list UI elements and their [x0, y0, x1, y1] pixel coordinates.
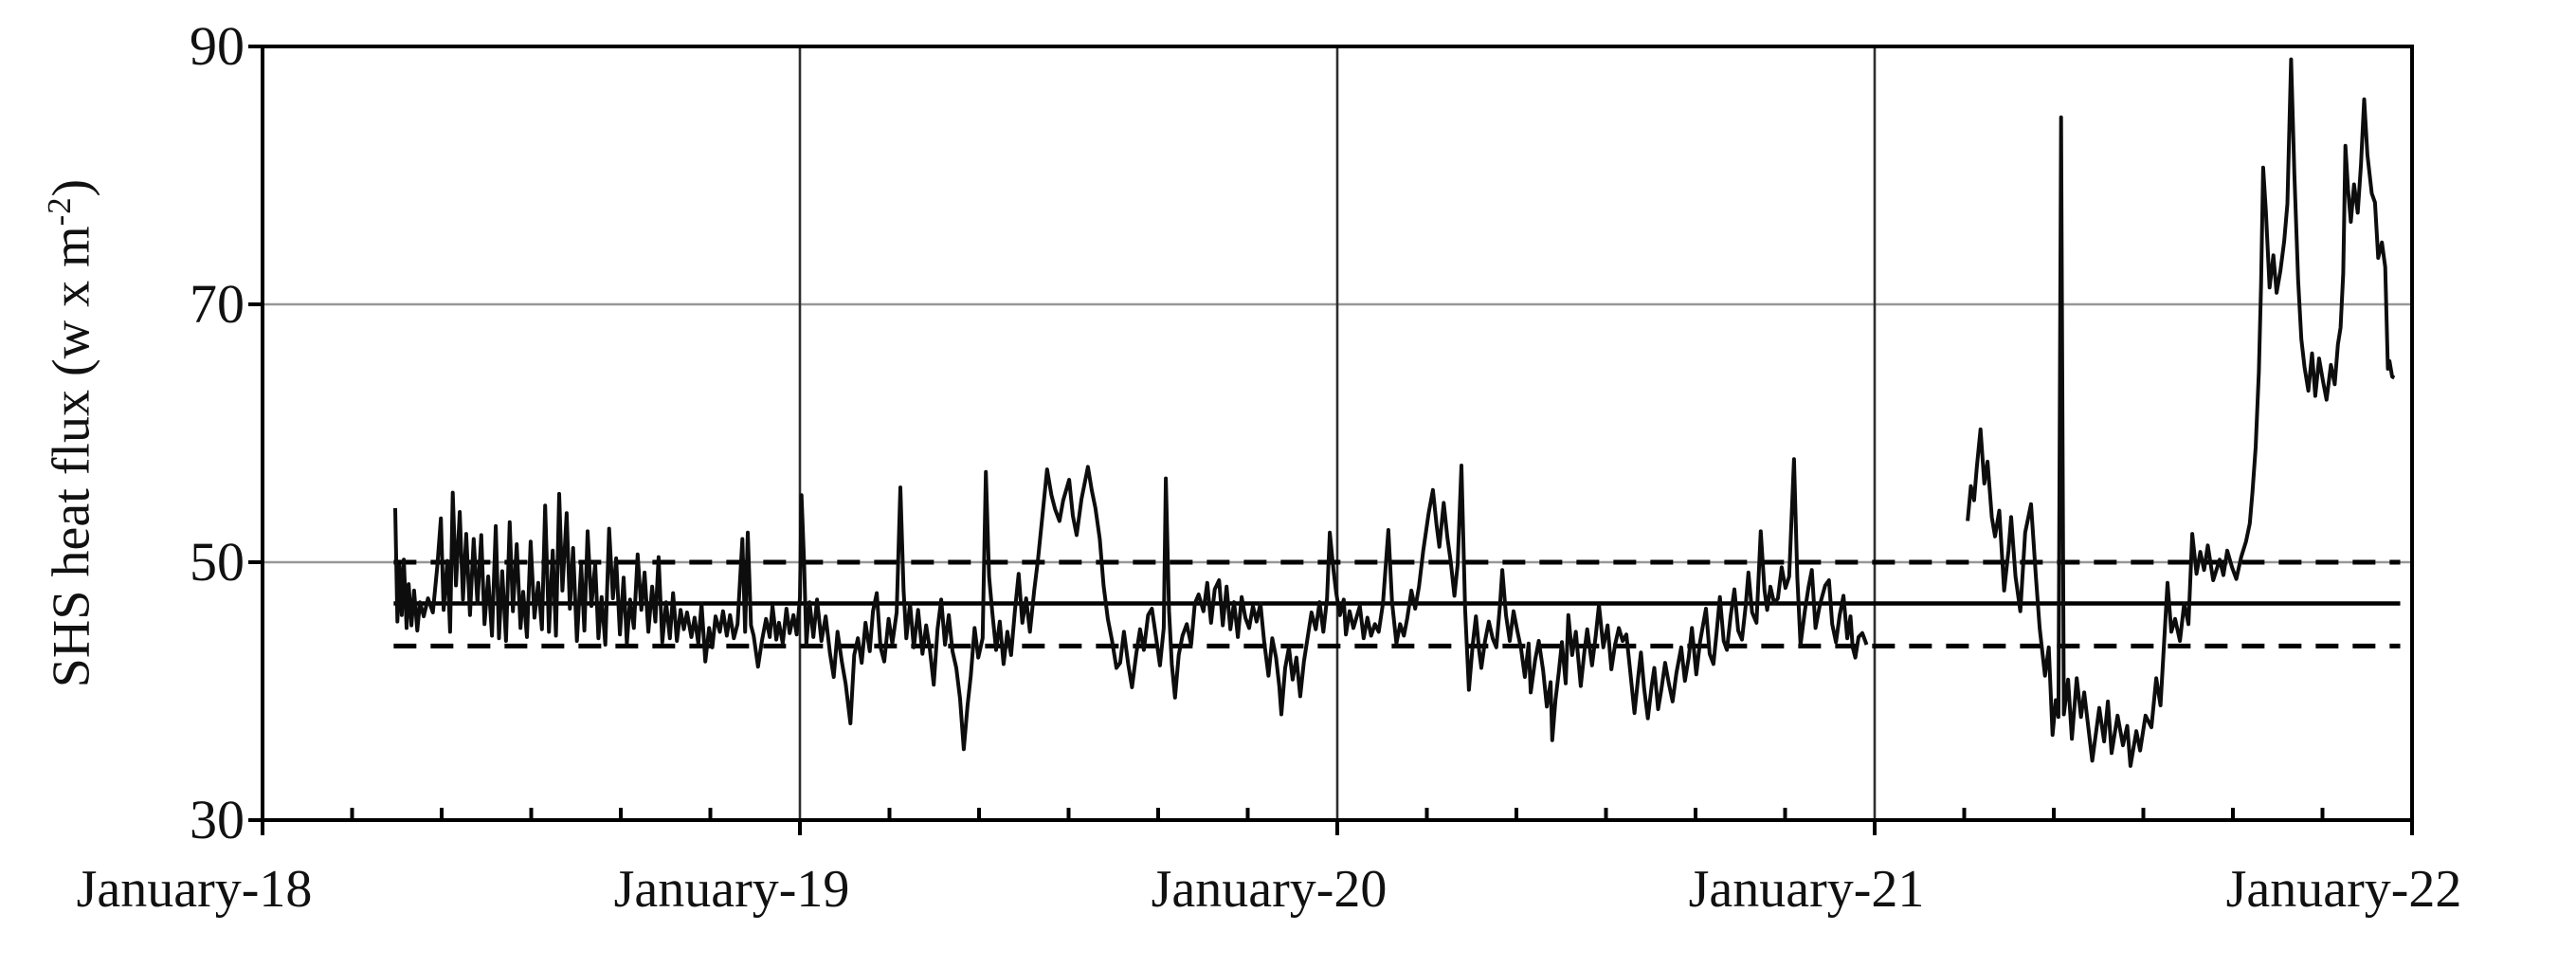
y-tick-label-50: 50 [190, 531, 245, 593]
x-tick-label-January-19: January-19 [613, 860, 850, 919]
x-tick-label-January-22: January-22 [2225, 860, 2462, 919]
data-series-segment [1966, 57, 2396, 768]
y-tick-label-30: 30 [190, 789, 245, 850]
x-tick-label-January-20: January-20 [1151, 860, 1388, 919]
x-tick-label-January-18: January-18 [76, 860, 313, 919]
data-series-segment [393, 457, 1869, 752]
y-tick-label-70: 70 [190, 273, 245, 335]
x-tick-label-January-21: January-21 [1688, 860, 1925, 919]
y-tick-label-90: 90 [190, 15, 245, 77]
